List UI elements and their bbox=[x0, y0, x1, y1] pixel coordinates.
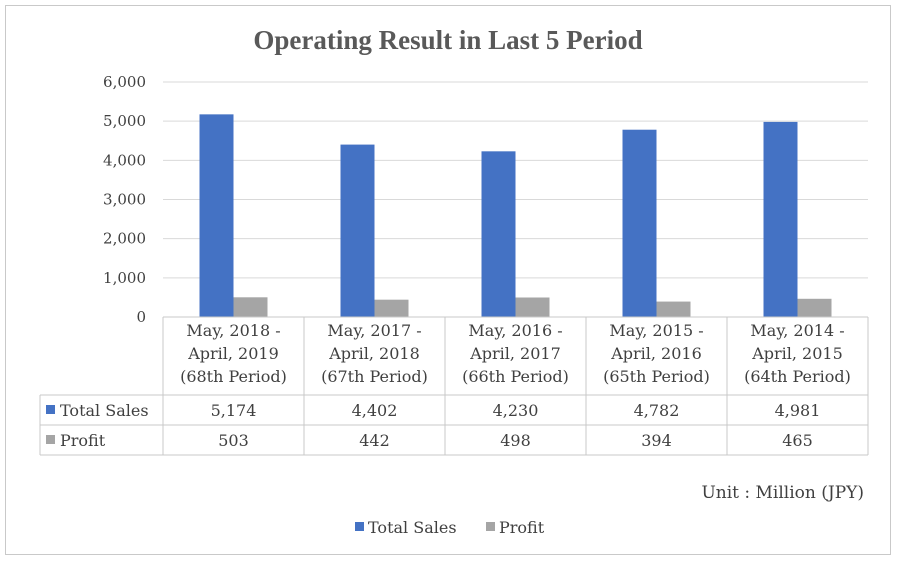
legend-label: Total Sales bbox=[368, 518, 457, 537]
table-value: 4,782 bbox=[634, 401, 680, 420]
table-series-name: Profit bbox=[60, 431, 106, 450]
bar-total-sales bbox=[340, 144, 375, 317]
table-value: 4,402 bbox=[352, 401, 398, 420]
table-value: 394 bbox=[641, 431, 672, 450]
category-label: May, 2014 - April, 2015 (64th Period) bbox=[744, 321, 851, 386]
legend-key bbox=[355, 522, 364, 531]
category-label-line: (66th Period) bbox=[462, 367, 569, 386]
y-tick-label: 4,000 bbox=[103, 151, 146, 169]
category-label-line: April, 2018 bbox=[328, 344, 420, 363]
bar-profit bbox=[233, 297, 268, 317]
table-value: 503 bbox=[218, 431, 249, 450]
bars bbox=[199, 114, 832, 318]
table-series-name: Total Sales bbox=[60, 401, 149, 420]
y-tick-label: 5,000 bbox=[103, 112, 146, 130]
category-label-line: May, 2018 - bbox=[186, 321, 280, 340]
bar-profit bbox=[656, 301, 691, 317]
bar-profit bbox=[374, 299, 409, 317]
legend-label: Profit bbox=[499, 518, 545, 537]
table-value: 465 bbox=[782, 431, 813, 450]
category-label: May, 2018 - April, 2019 (68th Period) bbox=[180, 321, 287, 386]
table-value: 498 bbox=[500, 431, 531, 450]
category-label-line: May, 2014 - bbox=[750, 321, 844, 340]
unit-note: Unit : Million (JPY) bbox=[701, 483, 864, 503]
category-label-line: April, 2015 bbox=[751, 344, 843, 363]
category-label-line: (65th Period) bbox=[603, 367, 710, 386]
bar-total-sales bbox=[481, 151, 516, 317]
table-value: 4,230 bbox=[493, 401, 539, 420]
table-legend-key bbox=[46, 435, 55, 444]
bar-total-sales bbox=[763, 121, 798, 318]
bar-profit bbox=[797, 298, 832, 317]
category-label-line: May, 2017 - bbox=[327, 321, 421, 340]
legend-key bbox=[486, 522, 495, 531]
bar-profit bbox=[515, 297, 550, 317]
y-axis-tick-labels: 0 1,000 2,000 3,000 4,000 5,000 6,000 bbox=[103, 73, 146, 326]
y-tick-label: 1,000 bbox=[103, 269, 146, 287]
category-label-line: May, 2016 - bbox=[468, 321, 562, 340]
category-label: May, 2016 - April, 2017 (66th Period) bbox=[462, 321, 569, 386]
table-legend-key bbox=[46, 405, 55, 414]
category-label-line: April, 2017 bbox=[469, 344, 561, 363]
category-label-line: April, 2019 bbox=[187, 344, 279, 363]
chart-frame bbox=[5, 5, 891, 555]
legend: Total Sales Profit bbox=[355, 518, 545, 537]
bar-total-sales bbox=[199, 114, 234, 317]
category-label-line: (64th Period) bbox=[744, 367, 851, 386]
table-value: 4,981 bbox=[775, 401, 821, 420]
y-tick-label: 0 bbox=[136, 308, 146, 326]
y-tick-label: 6,000 bbox=[103, 73, 146, 91]
bar-total-sales bbox=[622, 129, 657, 317]
category-label-line: May, 2015 - bbox=[609, 321, 703, 340]
category-label: May, 2017 - April, 2018 (67th Period) bbox=[321, 321, 428, 386]
category-label-line: April, 2016 bbox=[610, 344, 702, 363]
y-tick-label: 2,000 bbox=[103, 230, 146, 248]
category-label: May, 2015 - April, 2016 (65th Period) bbox=[603, 321, 710, 386]
category-label-line: (67th Period) bbox=[321, 367, 428, 386]
data-table: May, 2018 -April, 2019 (68th Period)May, … bbox=[39, 316, 869, 456]
category-label-line: (68th Period) bbox=[180, 367, 287, 386]
y-tick-label: 3,000 bbox=[103, 191, 146, 209]
chart-title: Operating Result in Last 5 Period bbox=[253, 25, 642, 55]
table-value: 442 bbox=[359, 431, 390, 450]
table-value: 5,174 bbox=[211, 401, 257, 420]
